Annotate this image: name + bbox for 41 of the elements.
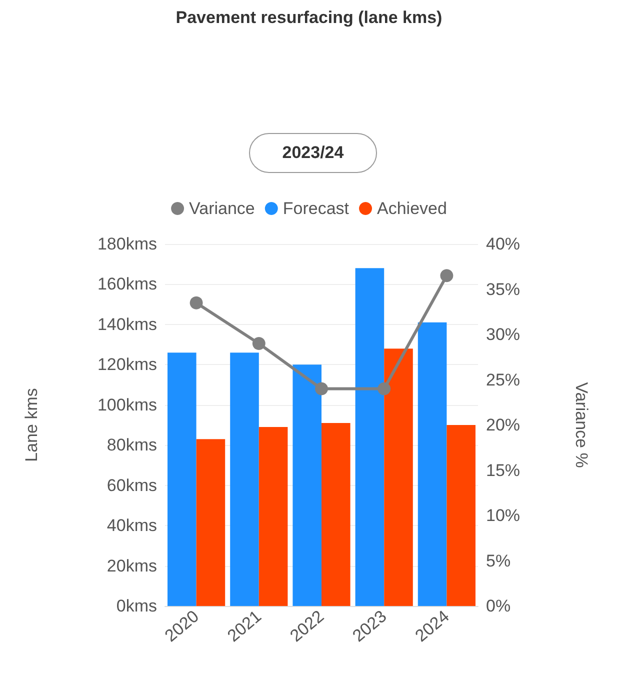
y-tick-label: 160kms bbox=[97, 274, 157, 294]
y2-tick-label: 30% bbox=[486, 325, 520, 344]
y2-tick-label: 0% bbox=[486, 596, 511, 616]
bar bbox=[168, 352, 196, 606]
y2-tick-label: 35% bbox=[486, 280, 520, 299]
bar bbox=[196, 439, 226, 606]
y-tick-label: 20kms bbox=[106, 556, 157, 576]
y-tick-label: 120kms bbox=[97, 355, 157, 374]
y-axis-title: Lane kms bbox=[22, 388, 41, 462]
bar bbox=[322, 422, 350, 606]
chart-subtitle: 2023/24 bbox=[249, 133, 377, 173]
y2-tick-label: 5% bbox=[486, 551, 511, 570]
point bbox=[440, 269, 454, 282]
point bbox=[378, 382, 391, 396]
bar bbox=[292, 364, 322, 606]
point bbox=[252, 337, 266, 350]
y2-tick-label: 10% bbox=[486, 506, 520, 525]
legend-label: Forecast bbox=[282, 199, 350, 218]
point bbox=[190, 296, 203, 310]
bar bbox=[446, 425, 476, 606]
legend-label: Variance bbox=[189, 199, 255, 218]
bar bbox=[355, 268, 384, 606]
chart-title: Pavement resurfacing (lane kms) bbox=[174, 8, 444, 28]
point bbox=[315, 382, 328, 396]
y-tick-label: 0kms bbox=[116, 596, 157, 616]
y2-tick-label: 15% bbox=[486, 460, 520, 480]
y2-tick-label: 40% bbox=[486, 234, 520, 254]
y2-tick-label: 20% bbox=[486, 416, 520, 434]
bar bbox=[418, 322, 447, 606]
y2-axis-title: Variance % bbox=[572, 382, 591, 468]
y-tick-label: 40kms bbox=[106, 516, 157, 536]
y-tick-label: 100kms bbox=[97, 395, 157, 414]
bar bbox=[230, 352, 259, 606]
bar bbox=[258, 427, 288, 606]
bar bbox=[384, 348, 413, 606]
y-tick-label: 180kms bbox=[97, 234, 157, 254]
y-tick-label: 140kms bbox=[97, 314, 157, 334]
legend-label: Achieved bbox=[377, 199, 447, 218]
y-tick-label: 80kms bbox=[106, 436, 157, 455]
y2-tick-label: 25% bbox=[486, 370, 520, 390]
y-tick-label: 60kms bbox=[106, 476, 157, 495]
